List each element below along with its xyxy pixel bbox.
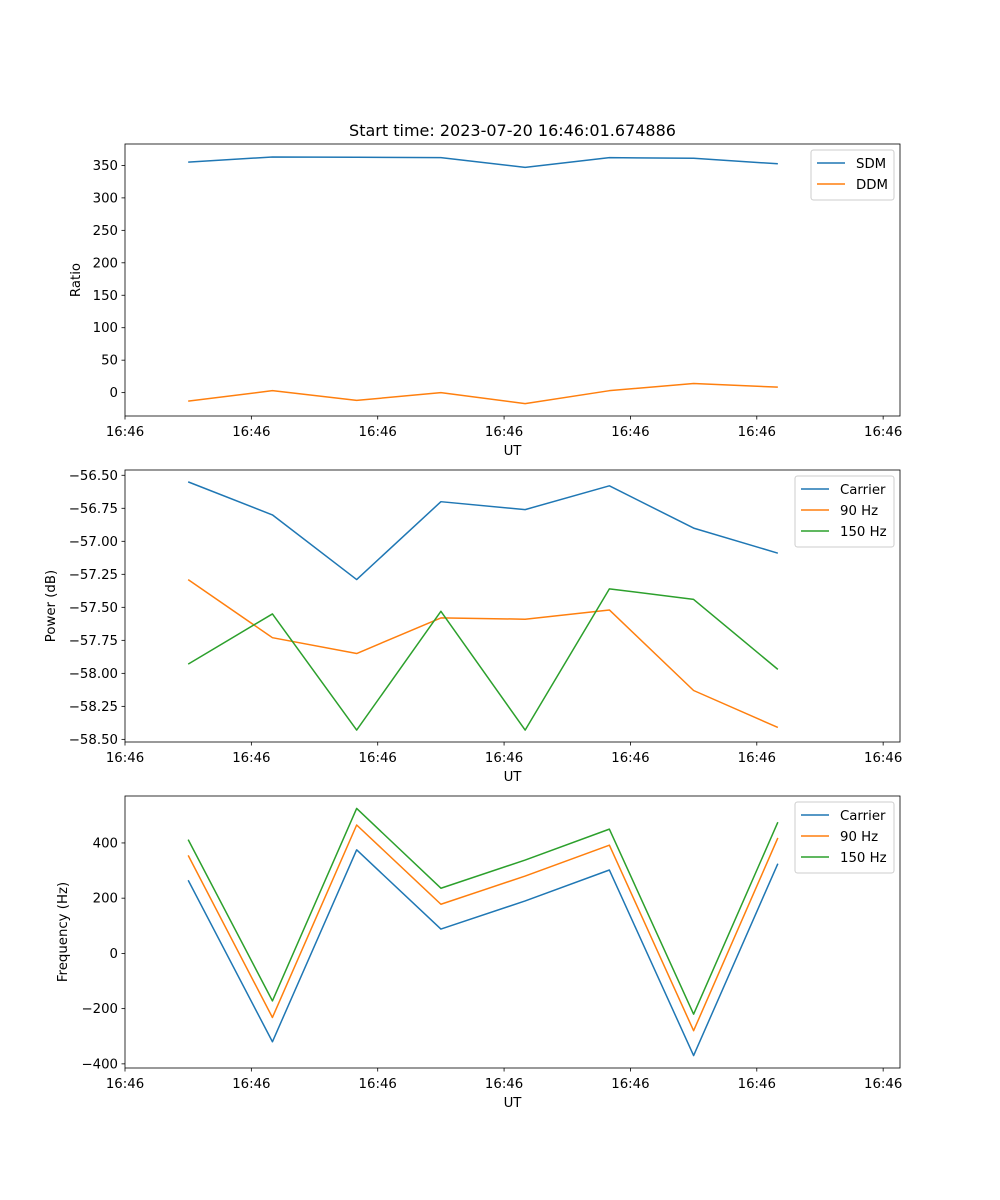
x-axis-label: UT (504, 770, 523, 785)
x-tick-label: 16:46 (738, 751, 776, 766)
series-line-carrier (187, 849, 779, 1057)
y-tick-label: −57.00 (69, 535, 118, 550)
legend-entry: SDM (856, 157, 886, 172)
y-tick-label: 400 (93, 836, 118, 851)
y-tick-label: −57.25 (69, 568, 118, 583)
legend-entry: 150 Hz (840, 851, 887, 866)
x-tick-label: 16:46 (485, 425, 523, 440)
series-line-150-hz (187, 807, 779, 1015)
legend: Carrier 90 Hz 150 Hz (794, 475, 895, 548)
y-tick-label: −58.50 (69, 733, 118, 748)
y-tick-label: −58.00 (69, 667, 118, 682)
x-axis-label: UT (504, 1096, 523, 1111)
series-line-90-hz (187, 824, 779, 1032)
y-axis-label: Power (dB) (44, 570, 59, 642)
legend: SDM DDM (810, 149, 895, 201)
y-tick-label: 0 (110, 947, 118, 962)
y-tick-label: −58.25 (69, 700, 118, 715)
y-axis-label: Frequency (Hz) (56, 882, 71, 982)
y-tick-label: 50 (101, 354, 118, 369)
legend: Carrier 90 Hz 150 Hz (794, 801, 895, 874)
legend-entry: 150 Hz (840, 525, 887, 540)
x-tick-label: 16:46 (485, 751, 523, 766)
x-tick-label: 16:46 (611, 1077, 649, 1092)
x-axis-label: UT (504, 444, 523, 459)
x-tick-label: 16:46 (359, 425, 397, 440)
x-tick-label: 16:46 (864, 1077, 902, 1092)
y-tick-label: −56.50 (69, 469, 118, 484)
x-tick-label: 16:46 (611, 425, 649, 440)
axes-frame (124, 469, 901, 743)
series-line-150-hz (187, 588, 779, 731)
x-tick-label: 16:46 (359, 1077, 397, 1092)
x-tick-label: 16:46 (359, 751, 397, 766)
y-tick-label: 200 (93, 892, 118, 907)
series-line-ddm (188, 382, 778, 405)
y-tick-label: −200 (81, 1002, 118, 1017)
series-line-sdm (188, 156, 778, 169)
x-tick-label: 16:46 (738, 425, 776, 440)
y-tick-label: −57.75 (69, 634, 118, 649)
x-tick-label: 16:46 (106, 751, 144, 766)
figure-title: Start time: 2023-07-20 16:46:01.674886 (349, 121, 676, 140)
axes-frame (124, 143, 901, 417)
chart-panel-3: 16:46 16:46 16:46 16:46 16:46 16:46 16:46 −400 −… (56, 795, 902, 1111)
legend-entry: Carrier (840, 483, 886, 498)
y-axis-label: Ratio (69, 263, 84, 297)
x-tick-label: 16:46 (864, 425, 902, 440)
y-tick-label: 250 (93, 224, 118, 239)
x-tick-label: 16:46 (232, 1077, 270, 1092)
y-tick-label: 0 (110, 386, 118, 401)
y-tick-label: −57.50 (69, 601, 118, 616)
chart-panels: 16:46 16:46 16:46 16:46 16:46 16:46 16:46 0 50 10… (44, 143, 902, 1111)
x-tick-label: 16:46 (485, 1077, 523, 1092)
x-tick-label: 16:46 (611, 751, 649, 766)
y-tick-label: −400 (81, 1057, 118, 1072)
x-tick-label: 16:46 (106, 425, 144, 440)
x-tick-label: 16:46 (232, 751, 270, 766)
legend-entry: 90 Hz (840, 504, 878, 519)
axes-frame (124, 795, 901, 1069)
chart-panel-2: 16:46 16:46 16:46 16:46 16:46 16:46 16:46 −58.5… (44, 469, 902, 785)
legend-entry: DDM (856, 178, 888, 193)
x-tick-label: 16:46 (232, 425, 270, 440)
x-tick-label: 16:46 (864, 751, 902, 766)
series-line-carrier (187, 481, 779, 581)
legend-entry: Carrier (840, 809, 886, 824)
y-tick-label: 350 (93, 159, 118, 174)
legend-box (794, 801, 895, 874)
y-tick-label: 150 (93, 289, 118, 304)
y-tick-label: 100 (93, 321, 118, 336)
y-tick-label: 300 (93, 191, 118, 206)
x-tick-label: 16:46 (738, 1077, 776, 1092)
x-tick-label: 16:46 (106, 1077, 144, 1092)
legend-box (794, 475, 895, 548)
y-tick-label: −56.75 (69, 502, 118, 517)
y-tick-label: 200 (93, 256, 118, 271)
chart-panel-1: 16:46 16:46 16:46 16:46 16:46 16:46 16:46 0 50 10… (69, 143, 902, 459)
legend-entry: 90 Hz (840, 830, 878, 845)
series-line-90-hz (187, 578, 779, 729)
